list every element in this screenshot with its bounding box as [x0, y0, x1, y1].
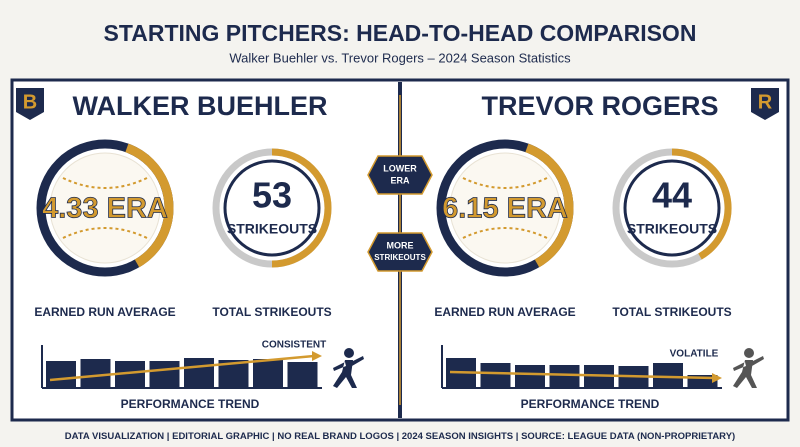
- strikeouts-label: TOTAL STRIKEOUTS: [212, 305, 331, 319]
- trend-bar: [287, 362, 318, 388]
- pitcher-name: TREVOR ROGERS: [481, 91, 718, 121]
- logo-badge: [751, 88, 779, 120]
- trend-note: VOLATILE: [670, 349, 719, 360]
- baseball-seam: [462, 227, 548, 239]
- trend-line: [449, 370, 715, 380]
- comparison-line: STRIKEOUTS: [374, 253, 426, 262]
- comparison-badge: [367, 232, 433, 272]
- footer-item: EDITORIAL GRAPHIC: [172, 431, 269, 442]
- pitcher-name: WALKER BUEHLER: [73, 91, 328, 121]
- trend-bar: [549, 365, 580, 388]
- strikeouts-ring-accent: [271, 148, 332, 268]
- strikeouts-label: TOTAL STRIKEOUTS: [612, 305, 731, 319]
- footer-text: DATA VISUALIZATION | EDITORIAL GRAPHIC |…: [65, 431, 735, 442]
- footer-separator: |: [513, 431, 521, 442]
- trend-arrow: [712, 373, 722, 383]
- subtitle: Walker Buehler vs. Trevor Rogers – 2024 …: [229, 50, 571, 65]
- logo-badge: [16, 88, 44, 120]
- era-value: 4.33 ERA: [42, 193, 168, 225]
- footer-separator: |: [164, 431, 172, 442]
- pitcher-icon: [733, 356, 764, 388]
- pitcher-icon: [744, 348, 754, 358]
- baseball-seam: [62, 177, 148, 189]
- comparison-line: ERA: [390, 175, 410, 185]
- strikeouts-ring-accent: [671, 148, 732, 260]
- baseball-seam: [462, 177, 548, 189]
- trend-bar: [184, 358, 214, 388]
- era-label: EARNED RUN AVERAGE: [34, 305, 175, 319]
- trend-arrow: [312, 351, 322, 361]
- era-ring-accent: [125, 143, 174, 268]
- baseball: [449, 152, 561, 264]
- comparison-line: LOWER: [383, 163, 417, 173]
- baseball: [49, 152, 161, 264]
- trend-bar: [80, 359, 111, 388]
- era-label: EARNED RUN AVERAGE: [434, 305, 575, 319]
- trend-bar: [515, 365, 545, 388]
- trend-note: CONSISTENT: [262, 340, 326, 351]
- title: STARTING PITCHERS: HEAD-TO-HEAD COMPARIS…: [104, 20, 697, 46]
- trend-bar: [480, 363, 511, 388]
- strikeouts-unit: STRIKEOUTS: [227, 221, 317, 237]
- trend-bar: [46, 361, 76, 388]
- trend-label: PERFORMANCE TREND: [121, 397, 260, 411]
- footer-separator: |: [269, 431, 277, 442]
- footer: DATA VISUALIZATION | EDITORIAL GRAPHIC |…: [65, 431, 735, 442]
- strikeouts-unit: STRIKEOUTS: [627, 221, 717, 237]
- footer-separator: |: [394, 431, 402, 442]
- footer-item: 2024 SEASON INSIGHTS: [402, 431, 513, 442]
- comparison-badge: [367, 155, 433, 195]
- footer-item: NO REAL BRAND LOGOS: [277, 431, 393, 442]
- trend-bar: [149, 361, 180, 388]
- baseball-seam: [62, 227, 148, 239]
- pitcher-icon: [333, 356, 364, 388]
- strikeouts-value: 44: [652, 175, 692, 216]
- team-logo: B: [23, 91, 37, 113]
- strikeouts-inner: [223, 159, 321, 257]
- trend-line: [49, 354, 315, 382]
- pitcher-icon: [344, 348, 354, 358]
- comparison-line: MORE: [387, 240, 414, 250]
- strikeouts-value: 53: [252, 175, 292, 216]
- footer-item: SOURCE: LEAGUE DATA (NON-PROPRIETARY): [521, 431, 735, 442]
- team-logo: R: [758, 91, 773, 113]
- strikeouts-inner: [623, 159, 721, 257]
- era-ring-accent: [525, 143, 574, 268]
- trend-bar: [253, 359, 283, 388]
- trend-label: PERFORMANCE TREND: [521, 397, 660, 411]
- footer-item: DATA VISUALIZATION: [65, 431, 165, 442]
- era-value: 6.15 ERA: [442, 193, 568, 225]
